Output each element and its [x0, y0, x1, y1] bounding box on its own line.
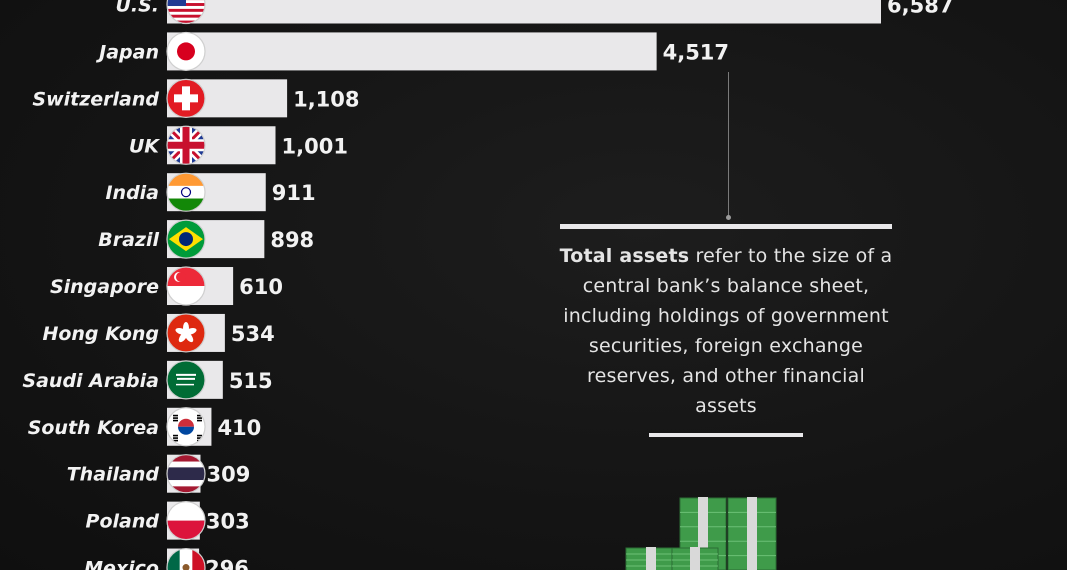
value-label: 898: [270, 228, 314, 252]
value-label: 911: [272, 181, 316, 205]
switzerland-flag-icon-ring: [166, 78, 206, 118]
value-label: 296: [205, 557, 249, 570]
thailand-flag-icon: [167, 454, 205, 493]
value-label: 610: [239, 275, 283, 299]
category-label: UK: [129, 135, 160, 157]
saudi-arabia-flag-icon-ring: [166, 360, 206, 400]
money-stack-icon: [625, 497, 777, 570]
poland-flag-icon-ring: [166, 501, 206, 541]
category-label: Japan: [95, 41, 159, 63]
us-flag-icon: [167, 0, 205, 24]
category-label: Mexico: [84, 558, 159, 570]
annotation-box: Total assets refer to the size of a cent…: [556, 224, 896, 437]
category-label: Singapore: [50, 276, 159, 298]
japan-flag-icon: [167, 32, 205, 71]
category-label: Hong Kong: [42, 323, 159, 345]
south-korea-flag-icon-ring: [166, 407, 206, 447]
category-label: Switzerland: [32, 88, 159, 110]
bar-row-5: Brazil 898: [98, 220, 314, 259]
category-label: South Korea: [28, 417, 159, 439]
bar-row-9: South Korea 410: [28, 407, 261, 446]
india-flag-icon-ring: [166, 172, 206, 212]
value-label: 410: [217, 416, 261, 440]
annotation-bold: Total assets: [559, 245, 690, 267]
brazil-flag-icon: [167, 220, 205, 259]
category-label: U.S.: [115, 0, 159, 17]
poland-flag-icon: [167, 501, 205, 540]
mexico-flag-icon-ring: [166, 547, 206, 570]
bar-row-10: Thailand 309: [67, 454, 250, 493]
annotation-connector: [726, 72, 731, 220]
switzerland-flag-icon: [167, 79, 205, 118]
category-label: Thailand: [67, 464, 160, 486]
bar-row-7: Hong Kong 534: [42, 313, 275, 352]
bar-row-8: Saudi Arabia 515: [22, 360, 273, 399]
singapore-flag-icon-ring: [166, 266, 206, 306]
uk-flag-icon: [167, 126, 205, 165]
saudi-arabia-flag-icon: [167, 360, 205, 399]
annotation-text: Total assets refer to the size of a cent…: [556, 241, 896, 421]
south-korea-flag-icon: [167, 407, 205, 446]
value-label: 6,587: [887, 0, 953, 18]
value-label: 515: [229, 369, 273, 393]
value-label: 534: [231, 322, 275, 346]
annotation-top-rule: [560, 224, 892, 229]
value-label: 1,108: [293, 87, 359, 111]
category-label: Poland: [86, 511, 160, 533]
us-flag-icon-ring: [166, 0, 206, 25]
uk-flag-icon-ring: [166, 125, 206, 165]
value-label: 4,517: [663, 40, 729, 64]
japan-flag-icon-ring: [166, 31, 206, 72]
value-label: 309: [206, 463, 250, 487]
category-label: Saudi Arabia: [22, 370, 159, 392]
value-label: 1,001: [282, 134, 348, 158]
category-label: Brazil: [98, 229, 159, 251]
thailand-flag-icon-ring: [166, 454, 206, 494]
singapore-flag-icon: [167, 267, 205, 306]
annotation-rest: refer to the size of a central bank’s ba…: [563, 245, 893, 417]
brazil-flag-icon-ring: [166, 219, 206, 259]
bar-row-1: Japan 4,517: [95, 32, 729, 71]
annotation-bottom-rule: [649, 433, 803, 437]
bar-row-0: U.S. 6,587: [115, 0, 953, 24]
bar-row-3: UK 1,001: [129, 126, 348, 165]
bar-row-4: India 911: [105, 173, 316, 212]
bar: [167, 32, 657, 71]
category-label: India: [105, 182, 159, 204]
hong-kong-flag-icon-ring: [166, 313, 206, 353]
value-label: 303: [206, 510, 250, 534]
hong-kong-flag-icon: [167, 313, 205, 352]
bar: [167, 0, 881, 24]
